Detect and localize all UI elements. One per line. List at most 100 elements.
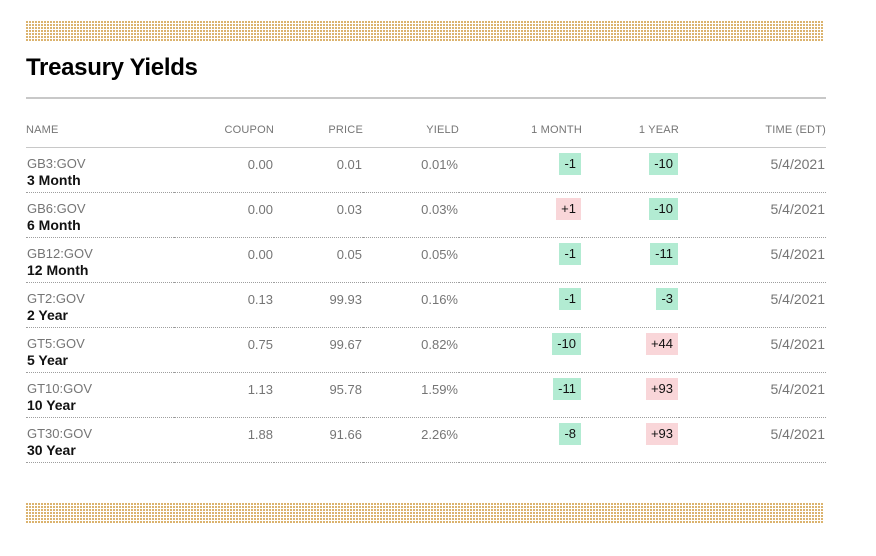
price-cell: 0.05 <box>336 247 362 262</box>
one-year-change-cell: -3 <box>582 283 679 328</box>
one-year-change-cell: -11 <box>582 238 679 283</box>
column-header-coupon: COUPON <box>174 107 274 148</box>
price-cell: 0.01 <box>336 157 362 172</box>
one-month-change-cell: -10 <box>459 328 582 373</box>
decorative-dotted-band-bottom <box>26 503 824 523</box>
coupon-cell: 0.00 <box>247 157 273 172</box>
name-cell: GT5:GOV 5 Year <box>26 328 174 373</box>
one-year-change-cell: +93 <box>582 418 679 463</box>
security-name: 10 Year <box>27 397 76 413</box>
one-year-change-badge: -11 <box>650 243 678 265</box>
time-cell: 5/4/2021 <box>770 291 826 307</box>
one-month-change-badge: -10 <box>552 333 581 355</box>
page-title: Treasury Yields <box>26 54 198 81</box>
one-month-change-badge: -11 <box>553 378 581 400</box>
column-header-1-year: 1 YEAR <box>582 107 679 148</box>
one-month-change-badge: -1 <box>559 288 581 310</box>
title-divider <box>26 97 826 99</box>
column-header-price: PRICE <box>274 107 363 148</box>
price-cell: 99.67 <box>329 337 362 352</box>
yield-cell: 0.03% <box>421 202 458 217</box>
one-year-change-badge: -10 <box>649 198 678 220</box>
one-year-change-badge: +93 <box>645 378 678 400</box>
table-row[interactable]: GB12:GOV 12 Month 0.00 0.05 0.05% -1 -11… <box>26 238 826 283</box>
table-row[interactable]: GT10:GOV 10 Year 1.13 95.78 1.59% -11 +9… <box>26 373 826 418</box>
name-cell: GT10:GOV 10 Year <box>26 373 174 418</box>
name-cell: GT30:GOV 30 Year <box>26 418 174 463</box>
ticker-link[interactable]: GB12:GOV <box>27 246 93 261</box>
coupon-cell: 0.00 <box>247 202 273 217</box>
one-year-change-cell: +44 <box>582 328 679 373</box>
ticker-link[interactable]: GT2:GOV <box>27 291 85 306</box>
one-year-change-cell: +93 <box>582 373 679 418</box>
time-cell: 5/4/2021 <box>770 246 826 262</box>
time-cell: 5/4/2021 <box>770 156 826 172</box>
price-cell: 95.78 <box>329 382 362 397</box>
one-month-change-badge: -1 <box>559 153 581 175</box>
name-cell: GB3:GOV 3 Month <box>26 148 174 193</box>
price-cell: 91.66 <box>329 427 362 442</box>
one-month-change-cell: +1 <box>459 193 582 238</box>
name-cell: GT2:GOV 2 Year <box>26 283 174 328</box>
table-row[interactable]: GT5:GOV 5 Year 0.75 99.67 0.82% -10 +44 … <box>26 328 826 373</box>
one-month-change-cell: -1 <box>459 148 582 193</box>
security-name: 2 Year <box>27 307 69 323</box>
one-month-change-cell: -8 <box>459 418 582 463</box>
one-year-change-cell: -10 <box>582 193 679 238</box>
price-cell: 0.03 <box>336 202 362 217</box>
time-cell: 5/4/2021 <box>770 201 826 217</box>
yield-cell: 0.05% <box>421 247 458 262</box>
one-month-change-cell: -1 <box>459 283 582 328</box>
ticker-link[interactable]: GB3:GOV <box>27 156 86 171</box>
one-year-change-badge: -10 <box>649 153 678 175</box>
yield-cell: 1.59% <box>421 382 458 397</box>
column-header-name: NAME <box>26 107 174 148</box>
table-header-row: NAME COUPON PRICE YIELD 1 MONTH 1 YEAR T… <box>26 107 826 148</box>
security-name: 12 Month <box>27 262 89 278</box>
one-year-change-cell: -10 <box>582 148 679 193</box>
security-name: 3 Month <box>27 172 81 188</box>
security-name: 6 Month <box>27 217 81 233</box>
name-cell: GB12:GOV 12 Month <box>26 238 174 283</box>
yield-cell: 0.82% <box>421 337 458 352</box>
yield-cell: 0.01% <box>421 157 458 172</box>
table-row[interactable]: GT30:GOV 30 Year 1.88 91.66 2.26% -8 +93… <box>26 418 826 463</box>
yield-cell: 2.26% <box>421 427 458 442</box>
one-year-change-badge: -3 <box>656 288 678 310</box>
one-month-change-badge: -8 <box>559 423 581 445</box>
ticker-link[interactable]: GT30:GOV <box>27 426 93 441</box>
coupon-cell: 0.00 <box>247 247 273 262</box>
column-header-1-month: 1 MONTH <box>459 107 582 148</box>
security-name: 5 Year <box>27 352 69 368</box>
table-header: NAME COUPON PRICE YIELD 1 MONTH 1 YEAR T… <box>26 107 826 148</box>
coupon-cell: 1.88 <box>247 427 273 442</box>
treasury-yields-panel: Treasury Yields NAME COUPON PRICE YIELD … <box>26 21 826 523</box>
decorative-dotted-band-top <box>26 21 824 41</box>
coupon-cell: 0.13 <box>247 292 273 307</box>
coupon-cell: 1.13 <box>247 382 273 397</box>
ticker-link[interactable]: GT5:GOV <box>27 336 85 351</box>
name-cell: GB6:GOV 6 Month <box>26 193 174 238</box>
treasury-yields-table: NAME COUPON PRICE YIELD 1 MONTH 1 YEAR T… <box>26 107 826 463</box>
one-year-change-badge: +44 <box>645 333 678 355</box>
table-row[interactable]: GB6:GOV 6 Month 0.00 0.03 0.03% +1 -10 5… <box>26 193 826 238</box>
time-cell: 5/4/2021 <box>770 381 826 397</box>
one-month-change-cell: -11 <box>459 373 582 418</box>
one-month-change-cell: -1 <box>459 238 582 283</box>
table-row[interactable]: GB3:GOV 3 Month 0.00 0.01 0.01% -1 -10 5… <box>26 148 826 193</box>
column-header-yield: YIELD <box>363 107 459 148</box>
price-cell: 99.93 <box>329 292 362 307</box>
time-cell: 5/4/2021 <box>770 336 826 352</box>
table-body: GB3:GOV 3 Month 0.00 0.01 0.01% -1 -10 5… <box>26 148 826 463</box>
coupon-cell: 0.75 <box>247 337 273 352</box>
ticker-link[interactable]: GT10:GOV <box>27 381 93 396</box>
one-month-change-badge: -1 <box>559 243 581 265</box>
security-name: 30 Year <box>27 442 76 458</box>
one-year-change-badge: +93 <box>645 423 678 445</box>
yield-cell: 0.16% <box>421 292 458 307</box>
column-header-time: TIME (EDT) <box>679 107 826 148</box>
table-row[interactable]: GT2:GOV 2 Year 0.13 99.93 0.16% -1 -3 5/… <box>26 283 826 328</box>
one-month-change-badge: +1 <box>556 198 581 220</box>
time-cell: 5/4/2021 <box>770 426 826 442</box>
ticker-link[interactable]: GB6:GOV <box>27 201 86 216</box>
